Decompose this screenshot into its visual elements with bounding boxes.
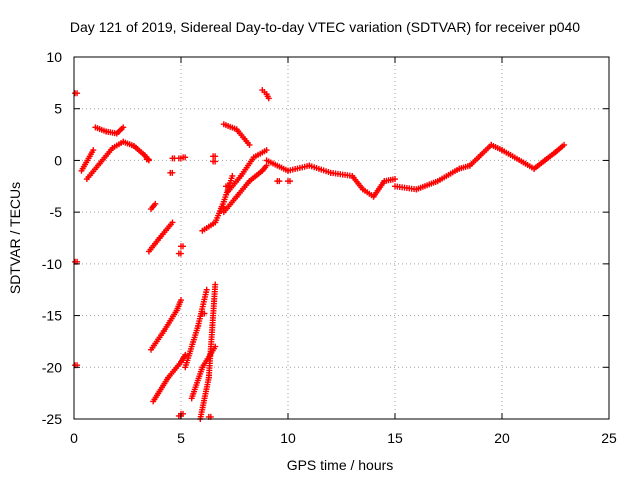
data-point xyxy=(145,156,152,163)
data-point xyxy=(246,141,253,148)
data-point xyxy=(74,90,81,97)
x-tick-label: 10 xyxy=(280,430,296,446)
data-point xyxy=(180,243,186,250)
data-point xyxy=(169,169,176,176)
data-point xyxy=(224,183,231,190)
data-point xyxy=(169,219,176,226)
data-point xyxy=(182,351,189,358)
y-tick-label: -20 xyxy=(42,359,62,375)
plot-frame xyxy=(73,56,610,420)
data-point xyxy=(178,297,184,304)
data-point xyxy=(201,310,208,317)
y-tick-label: -10 xyxy=(42,256,62,272)
y-tick-label: -15 xyxy=(42,308,62,324)
data-point xyxy=(212,281,219,288)
data-point xyxy=(276,178,283,185)
grid-lines xyxy=(74,57,609,419)
data-point xyxy=(287,178,293,185)
y-axis-label: SDTVAR / TECUs xyxy=(7,182,23,294)
data-point xyxy=(182,154,189,161)
x-tick-label: 20 xyxy=(494,430,510,446)
data-point xyxy=(90,147,97,154)
data-point xyxy=(212,158,219,165)
data-point xyxy=(392,176,398,183)
data-point xyxy=(263,147,270,154)
chart-title: Day 121 of 2019, Sidereal Day-to-day VTE… xyxy=(70,19,580,35)
y-tick-label: 0 xyxy=(54,152,62,168)
data-point xyxy=(263,162,270,169)
data-points xyxy=(72,87,568,422)
y-tick-label: 10 xyxy=(46,49,62,65)
y-tick-label: -25 xyxy=(42,411,62,427)
data-point xyxy=(265,95,272,102)
data-point xyxy=(212,153,219,160)
data-point xyxy=(561,141,568,148)
data-point xyxy=(120,124,127,131)
x-axis-label: GPS time / hours xyxy=(287,457,394,473)
x-tick-label: 15 xyxy=(387,430,403,446)
data-point xyxy=(203,286,210,293)
data-point xyxy=(152,200,159,207)
x-tick-label: 0 xyxy=(70,430,78,446)
y-tick-label: -5 xyxy=(50,204,63,220)
data-point xyxy=(220,203,227,210)
data-point xyxy=(177,250,184,257)
x-tick-label: 25 xyxy=(601,430,617,446)
axis-ticks: 0 5 10 15 20 25 10 5 0 -5 -10 -15 -20 -25 xyxy=(42,49,617,446)
y-tick-label: 5 xyxy=(54,101,62,117)
data-point xyxy=(229,172,236,179)
x-tick-label: 5 xyxy=(177,430,185,446)
